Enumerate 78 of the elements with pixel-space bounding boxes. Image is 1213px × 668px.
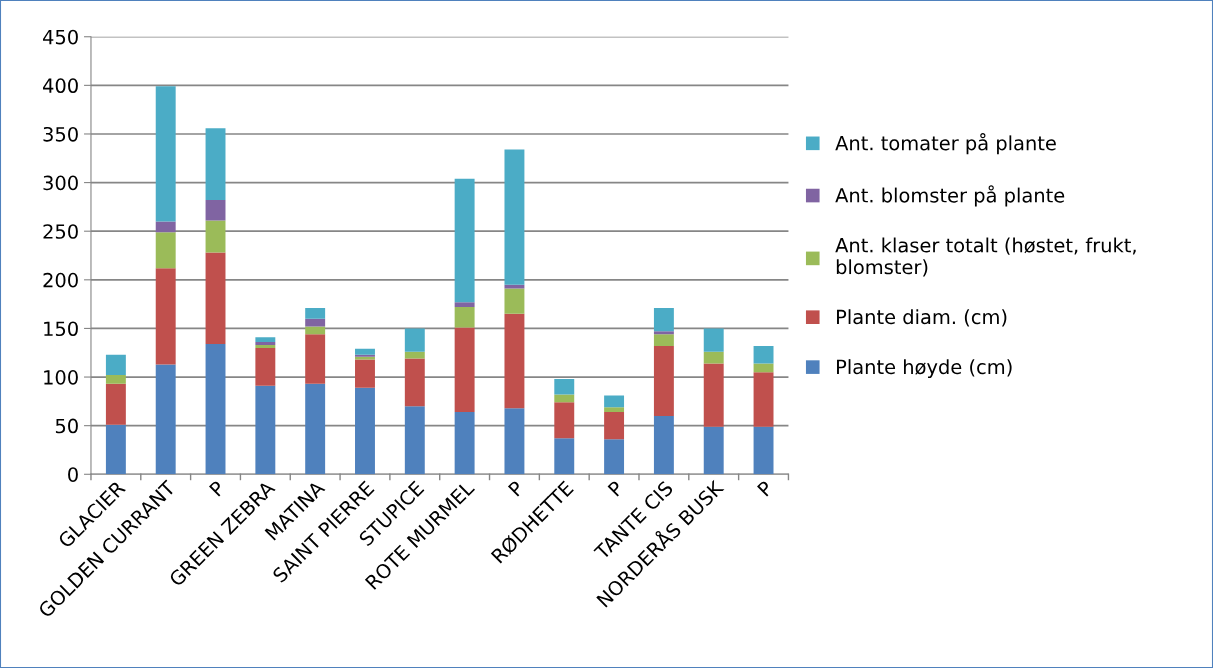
bar — [653, 334, 674, 346]
y-tick-label: 100 — [44, 370, 78, 385]
x-tick-label: P — [607, 480, 625, 497]
bar — [604, 407, 625, 413]
y-tick-label: 250 — [43, 224, 78, 239]
bar — [205, 252, 226, 344]
bar — [155, 221, 176, 233]
bar — [653, 415, 674, 475]
bar — [753, 372, 774, 427]
bar — [703, 426, 724, 475]
y-tick-label: 150 — [44, 321, 78, 337]
bar — [404, 351, 425, 359]
bar — [753, 345, 774, 364]
legend-label: Ant. tomater på plante — [835, 133, 1056, 155]
bar — [554, 378, 575, 395]
bar — [504, 288, 525, 314]
legend-label: Ant. klaser totalt (høstet, frukt, blomster) — [835, 237, 1136, 277]
bar — [454, 178, 475, 303]
bar — [205, 220, 226, 253]
bar — [504, 313, 525, 409]
bar — [653, 308, 674, 332]
legend-label: Ant. blomster på plante — [835, 185, 1065, 207]
bar — [554, 402, 575, 439]
bar — [305, 334, 326, 384]
y-tick-label: 450 — [43, 29, 78, 45]
y-tick-label: 300 — [43, 175, 78, 191]
bar — [105, 383, 126, 425]
bar — [703, 363, 724, 427]
y-tick-label: 50 — [55, 418, 78, 434]
bar — [305, 308, 326, 319]
bar — [653, 345, 674, 416]
bar — [753, 426, 774, 475]
bar — [105, 375, 126, 384]
legend-label: Plante høyde (cm) — [837, 359, 1012, 378]
bar — [504, 149, 525, 285]
bar — [205, 128, 226, 201]
bar — [454, 412, 475, 475]
bar — [155, 268, 176, 365]
y-tick-label: 400 — [43, 78, 78, 94]
y-tick-label: 0 — [68, 467, 78, 482]
x-tick-label: P — [757, 480, 774, 497]
bar — [653, 331, 674, 335]
bar — [355, 359, 375, 388]
y-tick-label: 200 — [43, 272, 78, 288]
bar — [105, 424, 126, 475]
bar — [504, 284, 525, 289]
bar — [404, 358, 425, 407]
bar — [753, 363, 774, 373]
bar — [504, 408, 525, 475]
bar — [255, 385, 276, 475]
bar — [155, 86, 176, 222]
bar — [205, 200, 226, 221]
bar — [105, 354, 126, 376]
bar — [305, 318, 326, 327]
bar — [155, 232, 176, 269]
y-tick-label: 350 — [43, 126, 78, 142]
bar — [604, 412, 625, 440]
bar — [305, 326, 326, 335]
x-tick-label: P — [209, 480, 226, 497]
bar — [404, 406, 425, 475]
bar — [454, 307, 475, 328]
bar — [305, 383, 326, 475]
bar — [554, 438, 575, 475]
bar — [404, 328, 425, 352]
bar — [554, 394, 575, 403]
legend-label: Plante diam. (cm) — [837, 309, 1007, 327]
bar — [454, 327, 475, 413]
bar — [355, 348, 375, 355]
bar — [155, 364, 176, 475]
bar — [604, 439, 625, 475]
bar — [703, 351, 724, 364]
bar — [255, 347, 276, 386]
bar — [703, 328, 724, 352]
bar — [255, 337, 276, 343]
bar — [604, 395, 625, 408]
bar — [355, 387, 375, 475]
bar — [205, 343, 226, 475]
bar — [454, 302, 475, 308]
